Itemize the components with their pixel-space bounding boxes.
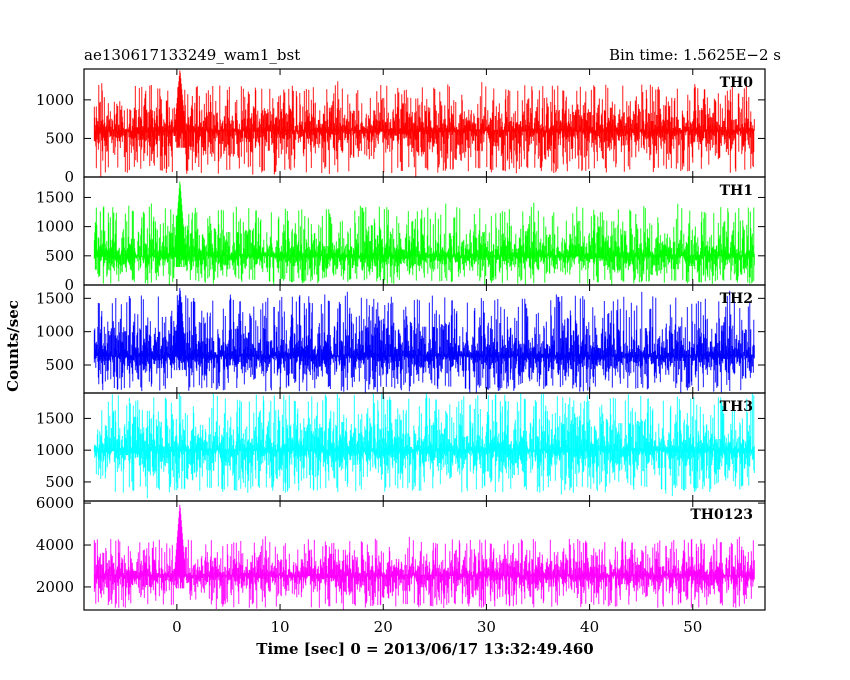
series-th0 [93,70,755,177]
y-axis-title: Counts/sec [4,300,22,392]
y-tick-label: 2000 [36,578,74,596]
x-tick-label: 20 [374,618,393,636]
x-tick-label: 50 [683,618,702,636]
y-tick-label: 1000 [36,441,74,459]
y-tick-label: 1000 [36,323,74,341]
panels-group: 0 500 1000 TH0 0 500 1000 1500 TH1 500 1000 1500 TH2… [36,68,766,611]
y-tick-label: 0 [64,276,74,294]
x-axis-ticks: 0 10 20 30 40 50 [172,618,702,636]
x-tick-label: 0 [172,618,182,636]
panel-label: TH1 [720,183,753,199]
x-axis-title: Time [sec] 0 = 2013/06/17 13:32:49.460 [256,640,593,658]
panel-frame [83,500,766,611]
series-th2 [93,288,755,393]
series-th3 [93,393,755,499]
x-tick-label: 30 [477,618,496,636]
x-tick-label: 10 [270,618,289,636]
x-tick-label: 40 [580,618,599,636]
chart-subtitle: Bin time: 1.5625E−2 s [609,46,781,64]
series-th0123 [93,504,755,610]
panel-th1: 0 500 1000 1500 TH1 [36,176,766,294]
y-tick-label: 1500 [36,409,74,427]
y-tick-label: 4000 [36,536,74,554]
panel-th0: 0 500 1000 TH0 [36,68,766,186]
y-tick-label: 6000 [36,494,74,512]
panel-th3: 500 1000 1500 TH3 [36,392,766,502]
y-tick-label: 500 [45,129,74,147]
panel-label: TH3 [720,399,753,415]
y-tick-label: 1000 [36,218,74,236]
panel-label: TH0 [720,75,754,91]
y-tick-label: 500 [45,356,74,374]
y-tick-label: 500 [45,473,74,491]
y-tick-label: 1500 [36,289,74,307]
y-tick-label: 1500 [36,188,74,206]
series-th1 [93,181,755,285]
y-tick-label: 0 [64,168,74,186]
panel-label: TH2 [720,291,753,307]
y-tick-label: 500 [45,247,74,265]
chart-title: ae130617133249_wam1_bst [84,46,300,64]
panel-th0123: 2000 4000 6000 TH0123 [36,494,766,611]
panel-th2: 500 1000 1500 TH2 [36,284,766,394]
y-tick-label: 1000 [36,91,74,109]
panel-label: TH0123 [690,507,753,523]
